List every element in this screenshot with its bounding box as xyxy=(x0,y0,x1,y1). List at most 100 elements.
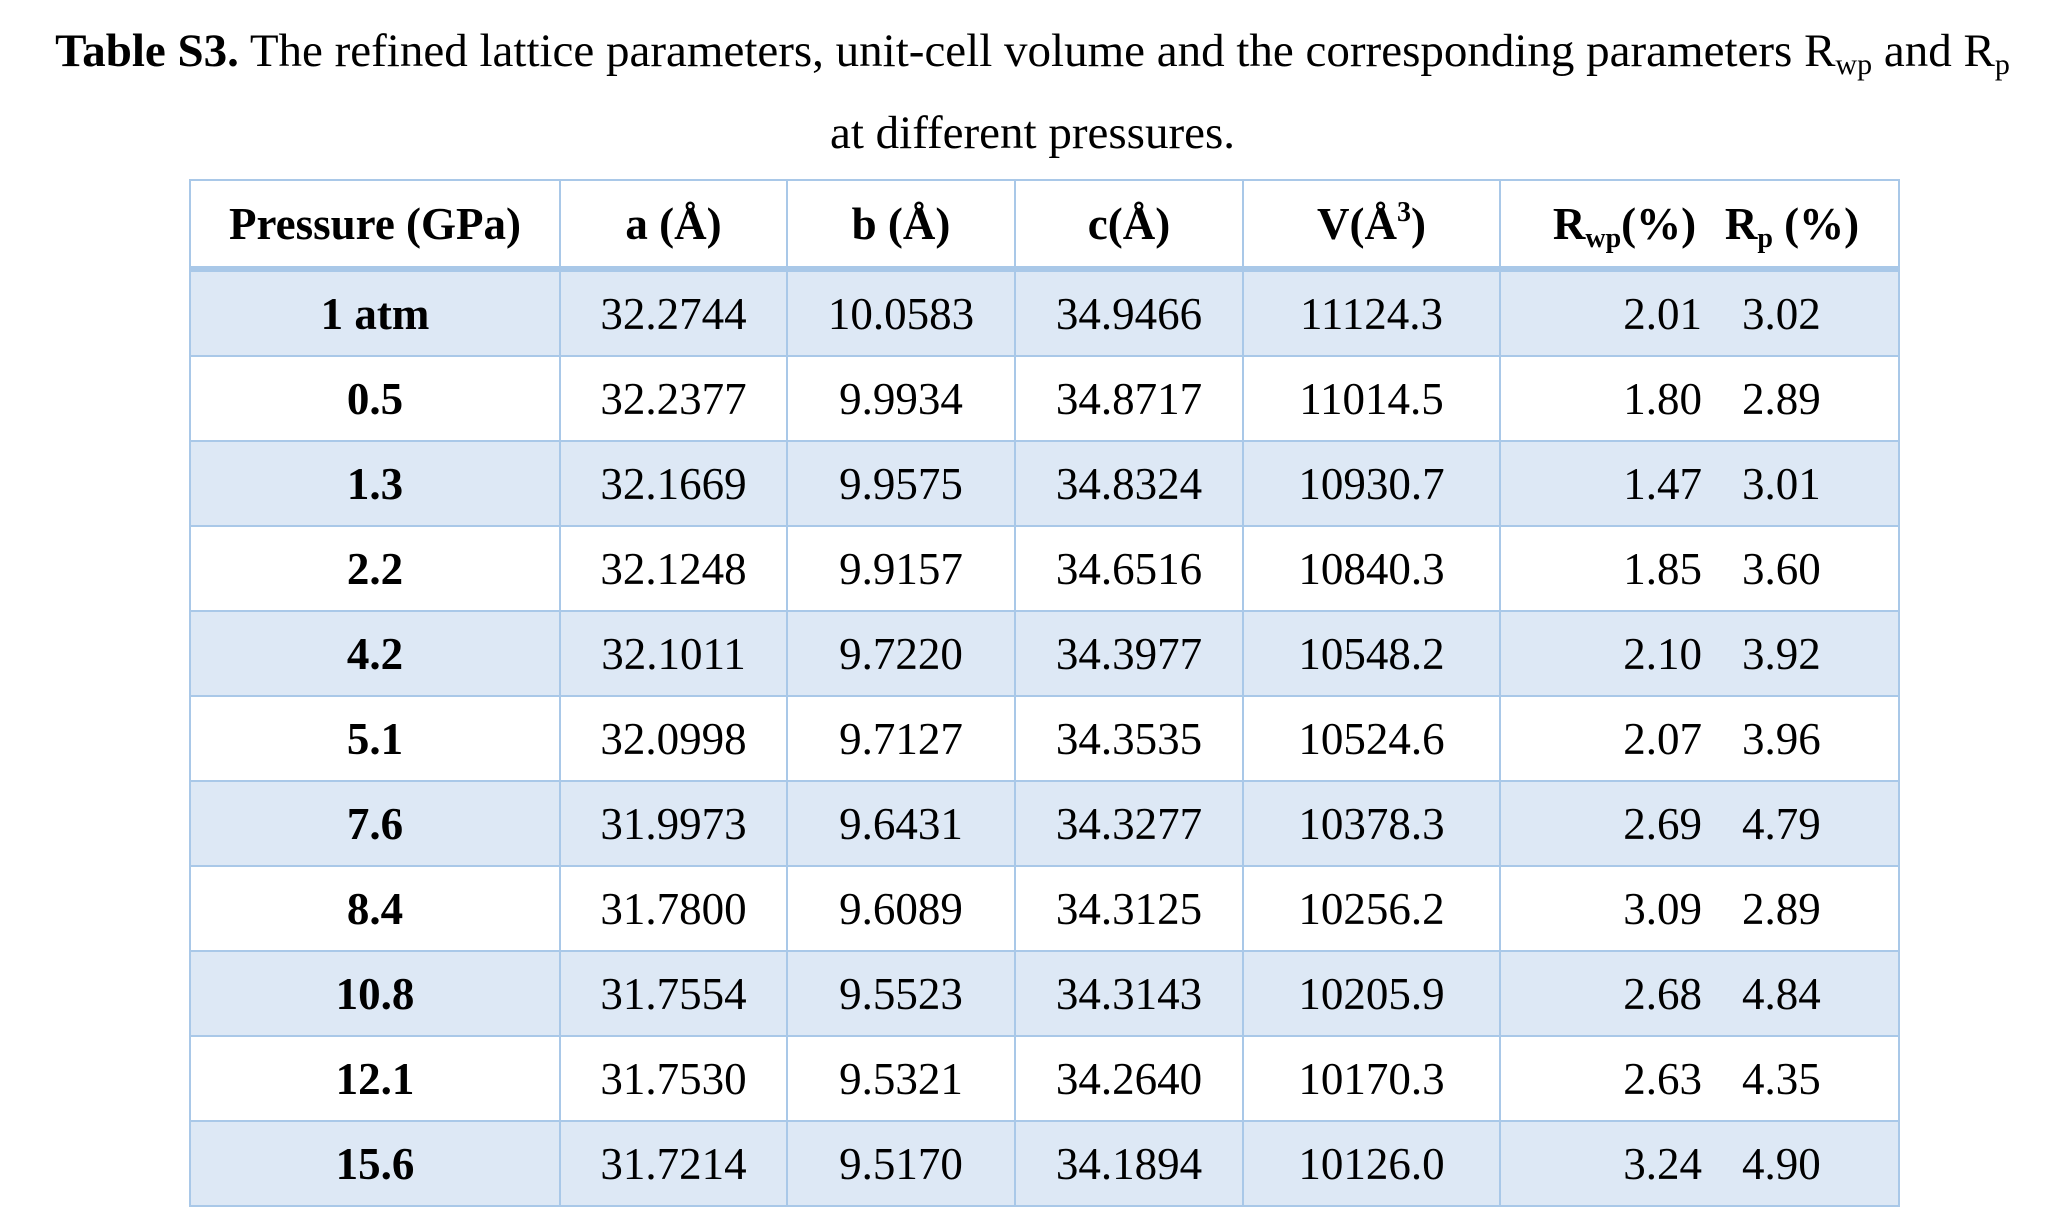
cell-b: 9.5523 xyxy=(786,950,1016,1037)
cell-a: 31.9973 xyxy=(559,780,788,867)
cell-b: 9.9157 xyxy=(786,525,1016,612)
cell-pressure: 1.3 xyxy=(189,440,561,527)
cell-a: 31.7530 xyxy=(559,1035,788,1122)
cell-rp: 3.01 xyxy=(1742,458,1821,509)
cell-volume: 10126.0 xyxy=(1242,1120,1501,1207)
cell-r-factors: 2.10 3.92 xyxy=(1499,610,1900,697)
cell-r-factors: 2.07 3.96 xyxy=(1499,695,1900,782)
cell-r-factors: 2.01 3.02 xyxy=(1499,268,1900,357)
cell-rwp: 2.69 xyxy=(1623,798,1702,849)
cell-a: 31.7554 xyxy=(559,950,788,1037)
cell-c: 34.9466 xyxy=(1014,268,1244,357)
header-rwp: Rwp(%) xyxy=(1532,198,1717,253)
cell-r-factors: 1.80 2.89 xyxy=(1499,355,1900,442)
cell-pressure: 2.2 xyxy=(189,525,561,612)
cell-rp: 3.96 xyxy=(1742,713,1821,764)
table-row: 1.3 32.1669 9.9575 34.8324 10930.7 1.47 3.01 xyxy=(189,440,1900,527)
table-header-row: Pressure (GPa) a (Å) b (Å) c(Å) V(Å3) Rw… xyxy=(189,179,1900,272)
caption-line-1: Table S3. The refined lattice parameters… xyxy=(0,10,2065,92)
cell-volume: 10170.3 xyxy=(1242,1035,1501,1122)
cell-a: 32.2744 xyxy=(559,268,788,357)
table-row: 2.2 32.1248 9.9157 34.6516 10840.3 1.85 3.60 xyxy=(189,525,1900,612)
cell-pressure: 4.2 xyxy=(189,610,561,697)
header-r-factors: Rwp(%) Rp (%) xyxy=(1499,179,1900,272)
cell-pressure: 1 atm xyxy=(189,268,561,357)
cell-rwp: 2.68 xyxy=(1623,968,1702,1019)
cell-r-factors: 3.24 4.90 xyxy=(1499,1120,1900,1207)
cell-volume: 10930.7 xyxy=(1242,440,1501,527)
caption-label: Table S3. xyxy=(55,25,239,77)
cell-c: 34.2640 xyxy=(1014,1035,1244,1122)
cell-b: 9.5321 xyxy=(786,1035,1016,1122)
cell-rwp: 1.85 xyxy=(1623,543,1702,594)
header-rp-subscript: p xyxy=(1757,222,1773,254)
cell-rp: 4.84 xyxy=(1742,968,1821,1019)
cell-b: 9.6089 xyxy=(786,865,1016,952)
cell-c: 34.3535 xyxy=(1014,695,1244,782)
cell-pressure: 12.1 xyxy=(189,1035,561,1122)
header-rwp-suffix: (%) xyxy=(1621,198,1697,249)
header-pressure: Pressure (GPa) xyxy=(189,179,561,272)
caption-text: The refined lattice parameters, unit-cel… xyxy=(249,25,1836,77)
cell-b: 9.6431 xyxy=(786,780,1016,867)
header-volume-suffix: ) xyxy=(1410,198,1426,249)
cell-b: 9.9934 xyxy=(786,355,1016,442)
cell-r-factors: 2.69 4.79 xyxy=(1499,780,1900,867)
cell-c: 34.3277 xyxy=(1014,780,1244,867)
cell-rwp: 1.80 xyxy=(1623,373,1702,424)
cell-pressure: 7.6 xyxy=(189,780,561,867)
table-row: 8.4 31.7800 9.6089 34.3125 10256.2 3.09 2.89 xyxy=(189,865,1900,952)
cell-a: 32.1669 xyxy=(559,440,788,527)
cell-c: 34.3143 xyxy=(1014,950,1244,1037)
table-row: 5.1 32.0998 9.7127 34.3535 10524.6 2.07 3.96 xyxy=(189,695,1900,782)
cell-rp: 3.02 xyxy=(1742,288,1821,339)
cell-rp: 3.92 xyxy=(1742,628,1821,679)
cell-volume: 10256.2 xyxy=(1242,865,1501,952)
header-volume: V(Å3) xyxy=(1242,179,1501,272)
header-b: b (Å) xyxy=(786,179,1016,272)
cell-a: 31.7214 xyxy=(559,1120,788,1207)
caption-and-text: and R xyxy=(1883,25,1995,77)
table-row: 1 atm 32.2744 10.0583 34.9466 11124.3 2.01 3.0… xyxy=(189,268,1900,357)
cell-volume: 10548.2 xyxy=(1242,610,1501,697)
cell-r-factors: 1.47 3.01 xyxy=(1499,440,1900,527)
cell-a: 32.0998 xyxy=(559,695,788,782)
cell-c: 34.1894 xyxy=(1014,1120,1244,1207)
header-rp-suffix: (%) xyxy=(1772,198,1860,249)
cell-rwp: 1.47 xyxy=(1623,458,1702,509)
caption-line-2: at different pressures. xyxy=(829,107,1235,159)
table-row: 10.8 31.7554 9.5523 34.3143 10205.9 2.68 4.84 xyxy=(189,950,1900,1037)
cell-rp: 4.35 xyxy=(1742,1053,1821,1104)
table-row: 12.1 31.7530 9.5321 34.2640 10170.3 2.63 4.35 xyxy=(189,1035,1900,1122)
cell-r-factors: 2.63 4.35 xyxy=(1499,1035,1900,1122)
cell-a: 31.7800 xyxy=(559,865,788,952)
cell-b: 10.0583 xyxy=(786,268,1016,357)
cell-c: 34.3977 xyxy=(1014,610,1244,697)
cell-a: 32.1248 xyxy=(559,525,788,612)
table-row: 15.6 31.7214 9.5170 34.1894 10126.0 3.24 4.90 xyxy=(189,1120,1900,1207)
header-c: c(Å) xyxy=(1014,179,1244,272)
cell-volume: 10205.9 xyxy=(1242,950,1501,1037)
cell-rp: 2.89 xyxy=(1742,883,1821,934)
cell-c: 34.8717 xyxy=(1014,355,1244,442)
header-a: a (Å) xyxy=(559,179,788,272)
cell-rwp: 2.07 xyxy=(1623,713,1702,764)
cell-rp: 3.60 xyxy=(1742,543,1821,594)
cell-r-factors: 3.09 2.89 xyxy=(1499,865,1900,952)
caption-rp-subscript: p xyxy=(1994,48,2010,81)
cell-rwp: 3.09 xyxy=(1623,883,1702,934)
table-body: 1 atm 32.2744 10.0583 34.9466 11124.3 2.01 3.0… xyxy=(189,268,1900,1207)
cell-rwp: 3.24 xyxy=(1623,1138,1702,1189)
cell-rp: 2.89 xyxy=(1742,373,1821,424)
cell-volume: 11014.5 xyxy=(1242,355,1501,442)
header-rp: Rp (%) xyxy=(1717,198,1867,253)
cell-pressure: 8.4 xyxy=(189,865,561,952)
cell-a: 32.2377 xyxy=(559,355,788,442)
table-row: 0.5 32.2377 9.9934 34.8717 11014.5 1.80 2.89 xyxy=(189,355,1900,442)
header-volume-prefix: V(Å xyxy=(1317,198,1397,249)
table-row: 7.6 31.9973 9.6431 34.3277 10378.3 2.69 4.79 xyxy=(189,780,1900,867)
cell-b: 9.7220 xyxy=(786,610,1016,697)
cell-volume: 10524.6 xyxy=(1242,695,1501,782)
cell-volume: 10840.3 xyxy=(1242,525,1501,612)
cell-volume: 10378.3 xyxy=(1242,780,1501,867)
